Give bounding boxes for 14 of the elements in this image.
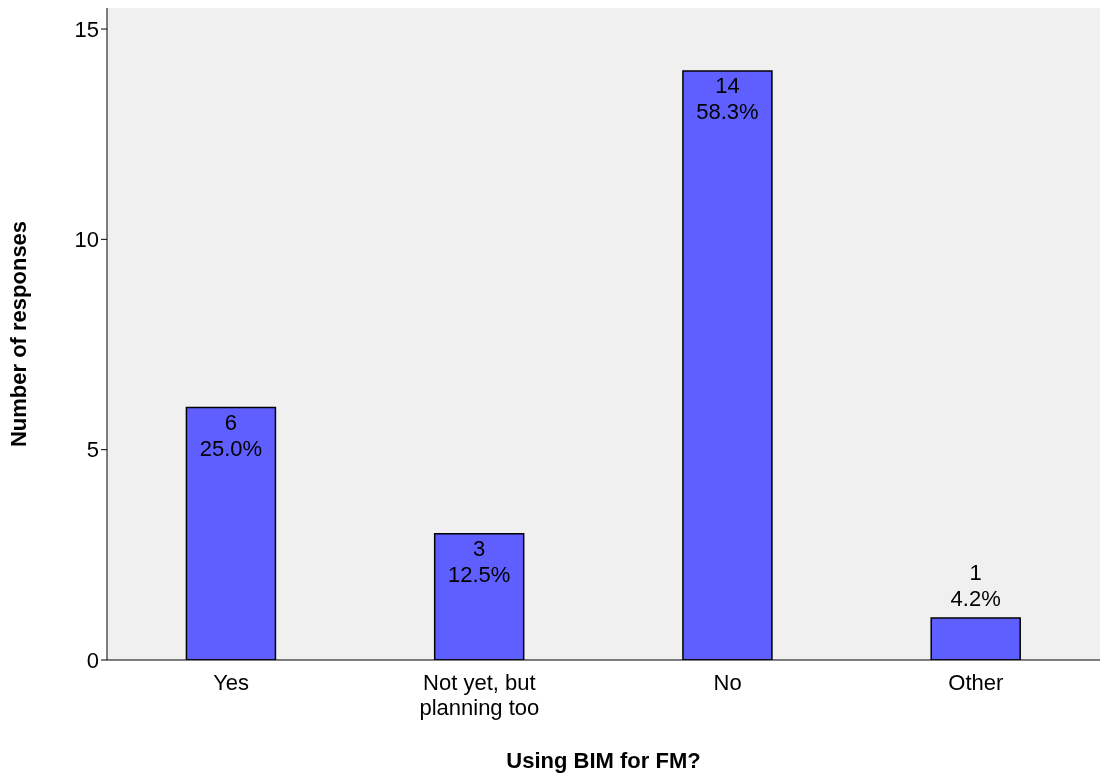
x-tick-label: No: [713, 670, 742, 695]
y-tick-label: 10: [74, 227, 99, 253]
x-axis-title: Using BIM for FM?: [506, 748, 701, 773]
y-tick-label: 15: [74, 16, 99, 42]
data-label: 3 12.5%: [447, 535, 511, 587]
data-label: 14 58.3%: [696, 73, 759, 125]
data-label: 1 4.2%: [950, 559, 1001, 611]
y-tick-label: 5: [86, 437, 99, 463]
data-label: 6 25.0%: [199, 409, 263, 461]
y-axis-title: Number of responses: [5, 220, 31, 448]
y-tick-label: 0: [86, 647, 99, 673]
x-tick-label: Yes: [213, 670, 250, 695]
x-tick-label: Other: [948, 670, 1004, 695]
x-tick-label: Not yet, but planning too: [419, 670, 540, 720]
